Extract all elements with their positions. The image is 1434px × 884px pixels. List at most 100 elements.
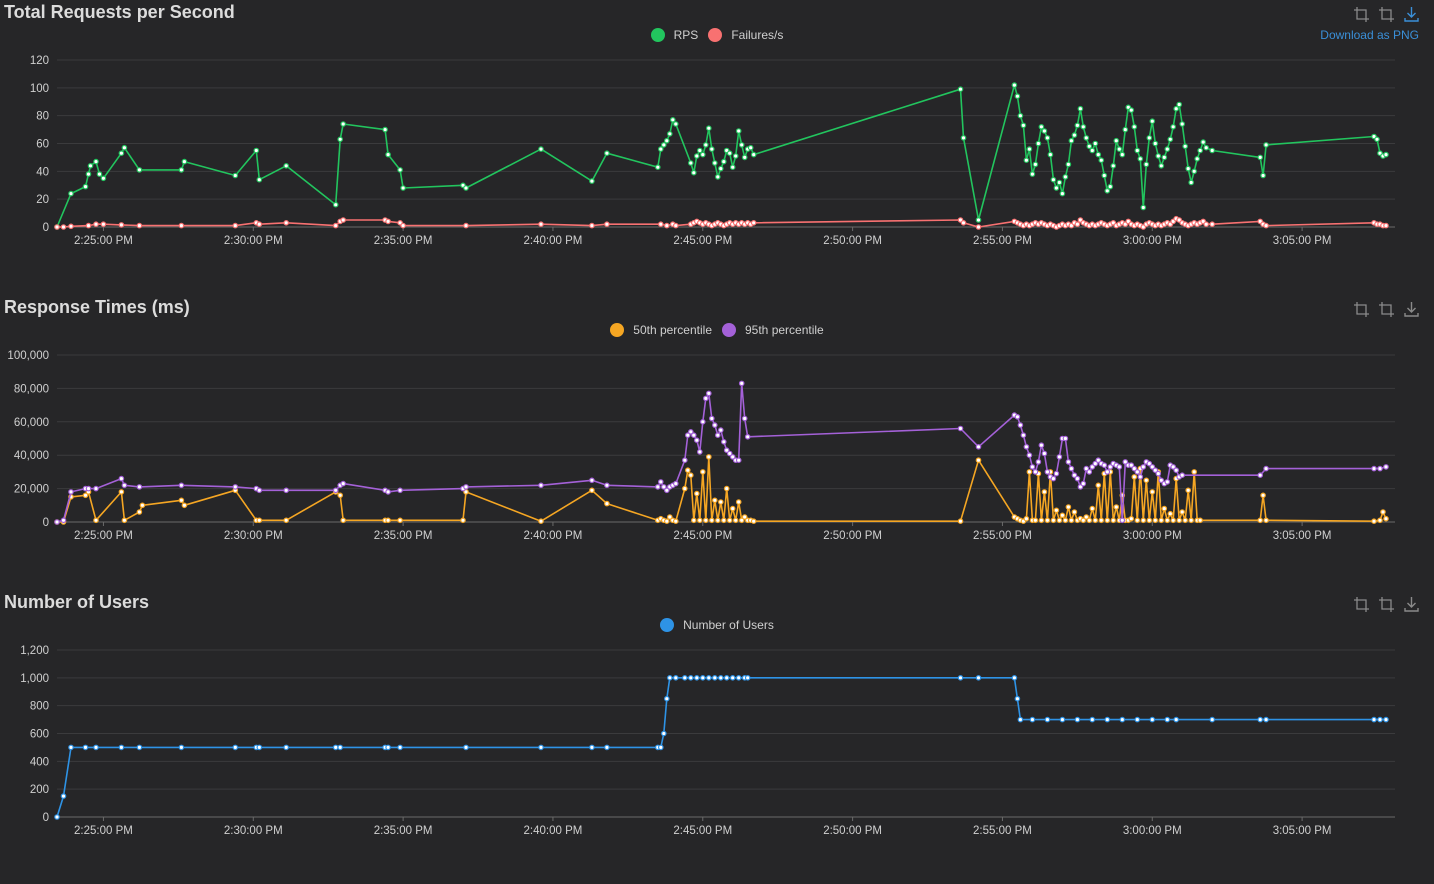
data-point	[1263, 222, 1269, 229]
data-point	[654, 484, 661, 490]
data-point	[1185, 487, 1192, 494]
data-point	[1152, 140, 1159, 147]
data-point	[1014, 414, 1021, 420]
chart-plot[interactable]: 0 20 40 60 80 100 120 2:25:00 PM 2:30:00 PM 2:35:…	[0, 0, 1434, 294]
data-point	[1071, 132, 1078, 138]
y-tick-label: 0	[43, 812, 49, 824]
data-point	[1074, 716, 1081, 723]
y-tick-label: 40,000	[14, 450, 49, 462]
x-tick-label: 2:50:00 PM	[823, 530, 882, 542]
data-point	[93, 158, 99, 165]
series-failures-s	[54, 215, 1389, 230]
data-point	[960, 220, 967, 226]
data-point	[1044, 716, 1051, 723]
data-point	[1107, 183, 1114, 190]
chart-toolbox	[1353, 301, 1420, 318]
data-point	[705, 675, 712, 681]
legend-item-rps[interactable]: RPS	[650, 28, 699, 42]
data-point	[1065, 161, 1072, 168]
data-point	[1143, 477, 1150, 484]
data-point	[1128, 462, 1135, 469]
legend-item-p95[interactable]: 95th percentile	[722, 323, 824, 337]
data-point	[705, 454, 712, 460]
data-point	[672, 518, 679, 525]
data-point	[1113, 504, 1120, 510]
data-point	[1164, 716, 1171, 723]
data-point	[332, 487, 339, 494]
data-point	[717, 165, 724, 172]
data-point	[68, 223, 74, 230]
data-point	[1131, 465, 1138, 472]
chart-plot[interactable]: 0 200 400 600 800 1,000 1,200 2:25:00 PM 2:30:00…	[0, 590, 1434, 884]
data-point	[681, 457, 688, 464]
data-point	[85, 485, 92, 492]
download-as-png-label[interactable]: Download as PNG	[1320, 28, 1419, 42]
data-point	[1209, 716, 1216, 723]
data-point	[589, 178, 595, 184]
data-point	[385, 489, 391, 495]
data-point	[1020, 432, 1027, 439]
data-point	[714, 174, 721, 180]
data-point	[340, 121, 347, 127]
series-rps	[54, 82, 1389, 230]
data-point	[1035, 140, 1042, 147]
data-point	[711, 497, 718, 504]
data-point	[1014, 93, 1021, 100]
data-point	[1092, 517, 1099, 524]
data-point	[663, 487, 670, 494]
data-point	[1203, 144, 1210, 151]
data-point	[750, 518, 757, 525]
data-point	[735, 499, 742, 505]
data-point	[463, 744, 469, 751]
data-point	[1263, 716, 1269, 723]
legend-label: RPS	[673, 28, 699, 42]
data-point	[1062, 517, 1069, 524]
zoom-reset-icon[interactable]	[1378, 301, 1395, 318]
data-point	[1200, 139, 1207, 145]
data-point	[1209, 147, 1216, 154]
data-point	[1161, 154, 1168, 161]
data-point	[397, 167, 403, 173]
data-point	[1086, 469, 1093, 475]
zoom-reset-icon[interactable]	[1378, 596, 1395, 613]
data-point	[1152, 467, 1159, 474]
zoom-reset-icon[interactable]	[1378, 6, 1395, 23]
data-point	[1155, 153, 1162, 159]
data-point	[699, 469, 706, 475]
data-point	[1116, 464, 1123, 470]
legend-item-users[interactable]: Number of Users	[660, 618, 774, 632]
download-icon[interactable]	[1403, 596, 1420, 613]
data-point	[711, 422, 718, 428]
download-icon[interactable]	[1403, 301, 1420, 318]
data-point	[1257, 716, 1264, 723]
data-point	[1179, 121, 1186, 127]
data-point	[256, 221, 263, 228]
data-point	[672, 121, 679, 127]
data-point	[68, 744, 74, 751]
data-point	[1176, 101, 1183, 108]
data-point	[1197, 147, 1204, 154]
data-point	[657, 221, 664, 228]
zoom-icon[interactable]	[1353, 301, 1370, 318]
download-icon[interactable]	[1403, 6, 1420, 23]
x-tick-label: 2:25:00 PM	[74, 235, 133, 247]
data-point	[1017, 112, 1024, 119]
legend-swatch	[708, 28, 723, 42]
data-point	[1263, 517, 1269, 524]
chart-toolbox	[1353, 6, 1420, 23]
zoom-icon[interactable]	[1353, 6, 1370, 23]
data-point	[1131, 124, 1138, 130]
zoom-icon[interactable]	[1353, 596, 1370, 613]
x-tick-label: 2:35:00 PM	[374, 235, 433, 247]
data-point	[1080, 124, 1087, 130]
legend-item-p50[interactable]: 50th percentile	[610, 323, 712, 337]
data-point	[256, 176, 263, 183]
data-point	[1023, 157, 1030, 164]
data-point	[1041, 489, 1048, 495]
data-point	[604, 150, 610, 157]
x-tick-label: 2:50:00 PM	[823, 235, 882, 247]
data-point	[1158, 517, 1165, 524]
legend-item-failures[interactable]: Failures/s	[708, 28, 783, 42]
chart-plot[interactable]: 0 20,000 40,000 60,000 80,000 100,000 2:25:00 …	[0, 295, 1434, 589]
data-point	[1167, 510, 1174, 517]
